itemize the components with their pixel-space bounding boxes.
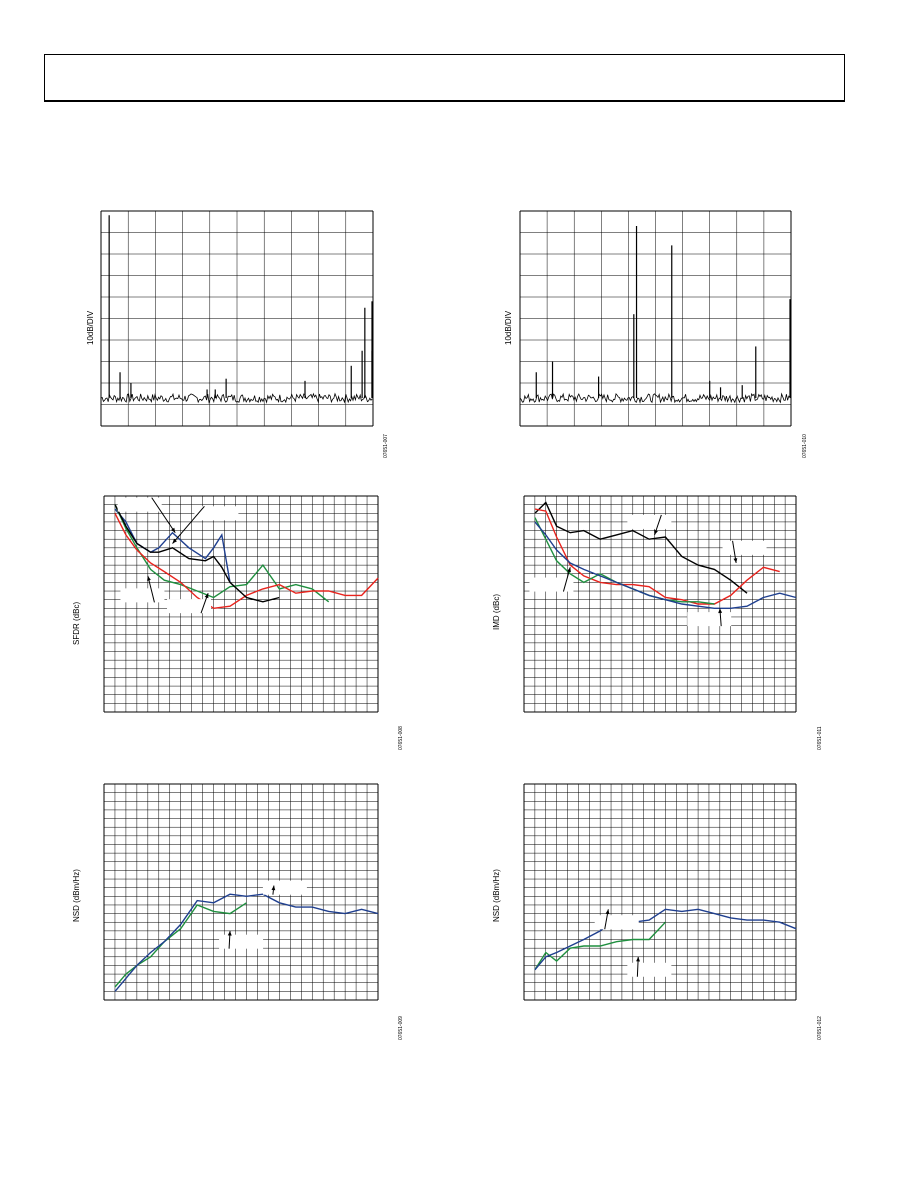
fig-e-series-0 <box>114 902 247 988</box>
fig-c-callout-arrow-0 <box>151 497 176 533</box>
fig-d-series-3 <box>534 521 797 609</box>
fig-d-callout-box-0 <box>627 514 672 529</box>
fig-f-callout-box-1 <box>627 962 672 977</box>
fig-c-series-2 <box>114 512 379 610</box>
fig-e-series-1 <box>114 893 379 992</box>
fig-d-callout-box-2 <box>529 577 574 592</box>
fig-c-callout-arrowhead-3 <box>204 593 209 599</box>
fig-e-callout-box-0 <box>262 880 307 895</box>
fig-d-callout-arrowhead-1 <box>733 558 738 563</box>
fig-d-callout-arrowhead-0 <box>654 529 658 535</box>
fig-f-callout-box-0 <box>594 915 639 930</box>
fig-f-callout-arrowhead-1 <box>636 956 640 962</box>
fig-d-callout-arrowhead-3 <box>718 608 723 614</box>
page-header-box <box>44 54 845 102</box>
fig-e-callout-arrowhead-0 <box>271 885 276 891</box>
fig-c-series-0 <box>114 508 231 583</box>
fig-c-callout-arrow-1 <box>172 505 205 544</box>
fig-d-callout-box-1 <box>722 540 767 555</box>
fig-d-callout-box-3 <box>687 612 732 627</box>
fig-f-series-1 <box>534 908 797 971</box>
fig-b-noise-floor <box>519 392 791 404</box>
fig-c-callout-box-2 <box>120 588 165 603</box>
fig-c-callout-box-1 <box>194 506 239 521</box>
fig-c-callout-box-3 <box>167 599 212 614</box>
fig-c-callout-arrowhead-0 <box>171 527 176 533</box>
fig-c-callout-box-0 <box>117 497 162 512</box>
fig-c-callout-arrowhead-1 <box>172 538 177 544</box>
fig-c-series-3 <box>114 504 280 603</box>
fig-d-series-0 <box>534 501 748 594</box>
fig-f-callout-arrowhead-0 <box>605 909 610 915</box>
fig-c-callout-arrowhead-2 <box>147 575 151 581</box>
fig-a-noise-floor <box>100 392 373 404</box>
fig-f-series-0 <box>534 921 666 971</box>
fig-e-callout-arrowhead-1 <box>227 930 232 936</box>
fig-e-callout-box-1 <box>219 934 264 949</box>
fig-d-series-1 <box>534 508 780 605</box>
fig-d-callout-arrowhead-2 <box>567 567 571 573</box>
